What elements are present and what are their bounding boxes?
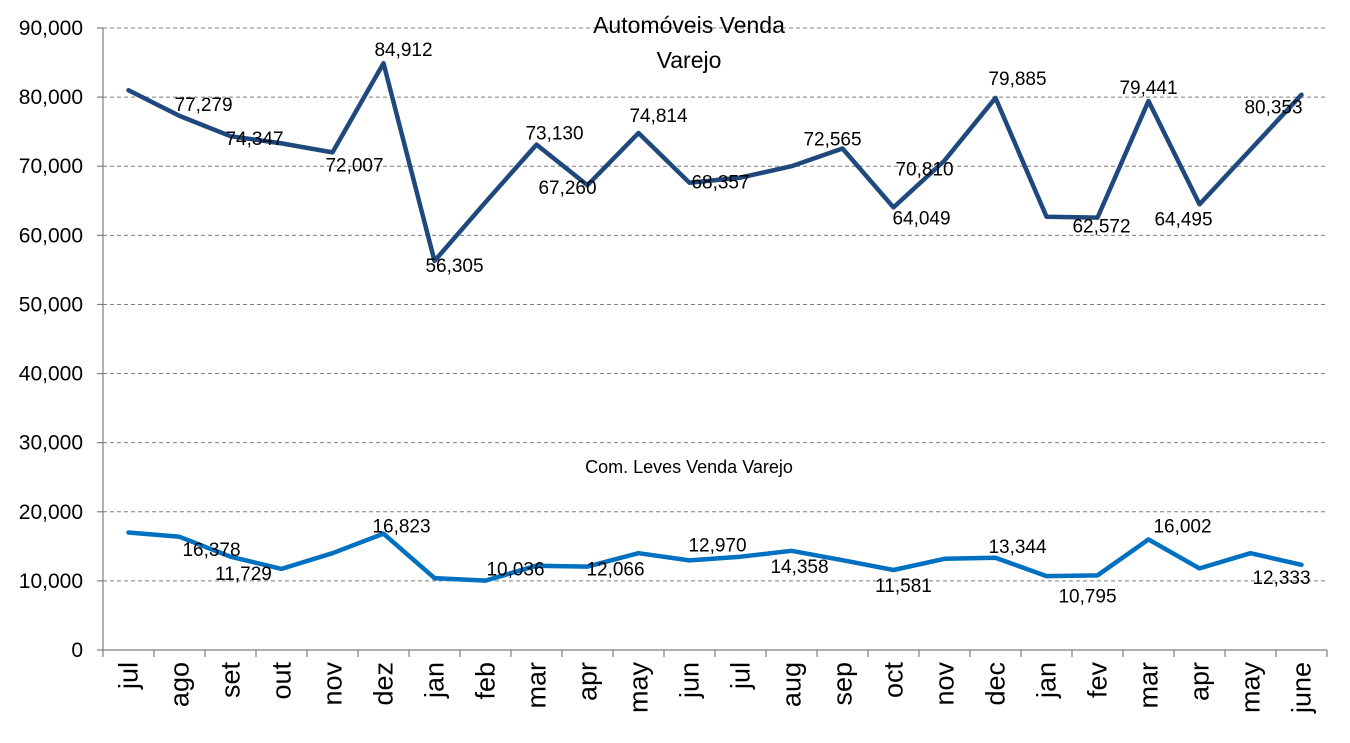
x-tick-label: nov <box>318 662 348 706</box>
data-label: 64,495 <box>1154 209 1212 230</box>
data-label: 10,036 <box>486 560 544 581</box>
series-lines <box>126 60 1304 583</box>
y-tick-label: 50,000 <box>19 293 83 316</box>
data-label: 68,357 <box>691 173 749 194</box>
data-label: 84,912 <box>374 40 432 61</box>
y-tick-label: 60,000 <box>19 224 83 247</box>
data-label: 67,260 <box>538 178 596 199</box>
y-tick-label: 10,000 <box>19 570 83 593</box>
y-tick-label: 80,000 <box>19 86 83 109</box>
data-label: 74,347 <box>225 129 283 150</box>
data-label: 56,305 <box>425 256 483 277</box>
data-label: 12,970 <box>688 535 746 556</box>
x-tick-label: jan <box>420 662 450 699</box>
x-tick-label: dez <box>369 662 399 706</box>
data-label: 12,066 <box>586 560 644 581</box>
x-tick-label: oct <box>879 662 909 699</box>
x-tick-label: may <box>1236 662 1266 714</box>
data-label: 72,565 <box>803 129 861 150</box>
data-label: 10,795 <box>1058 586 1116 607</box>
x-tick-label: apr <box>573 662 603 701</box>
data-label: 62,572 <box>1072 217 1130 238</box>
data-label: 77,279 <box>174 95 232 116</box>
y-tick-label: 70,000 <box>19 155 83 178</box>
x-tick-label: jul <box>726 662 756 690</box>
x-tick-label: mar <box>1134 662 1164 709</box>
series-title-automoveis-line1: Automóveis Venda <box>593 12 785 38</box>
series-line-com-leves <box>126 530 1304 583</box>
x-tick-label: june <box>1287 662 1317 714</box>
data-label: 13,344 <box>988 537 1047 558</box>
x-tick-label: feb <box>471 662 501 700</box>
x-tick-label: dec <box>981 662 1011 706</box>
data-label: 73,130 <box>525 124 583 145</box>
axes: 0 10,000 20,000 30,000 40,000 50,000 60,000 70,… <box>19 17 1328 714</box>
data-label: 72,007 <box>325 155 383 176</box>
data-label: 16,002 <box>1153 516 1211 537</box>
data-label: 12,333 <box>1252 568 1310 589</box>
data-label: 74,814 <box>629 106 688 127</box>
data-label: 14,358 <box>770 557 828 578</box>
y-tick-label: 30,000 <box>19 432 83 455</box>
x-tick-label: out <box>267 662 297 700</box>
x-tick-label: apr <box>1185 662 1215 701</box>
y-tick-label: 90,000 <box>19 17 83 40</box>
data-label: 11,729 <box>215 564 272 585</box>
series-title-automoveis-line2: Varejo <box>657 47 722 73</box>
y-tick-label: 20,000 <box>19 501 83 524</box>
gridlines <box>103 27 1327 582</box>
data-label: 16,823 <box>372 517 430 538</box>
data-labels: 77,279 74,347 72,007 84,912 56,305 73,130 67,2… <box>174 40 1310 607</box>
data-label: 11,581 <box>875 576 932 597</box>
x-tick-label: fev <box>1083 662 1113 699</box>
x-tick-label: mar <box>522 662 552 709</box>
x-tick-label: ago <box>165 662 195 707</box>
data-label: 79,885 <box>988 69 1046 90</box>
x-tick-label: may <box>624 662 654 714</box>
y-tick-label: 40,000 <box>19 363 83 386</box>
x-tick-label: set <box>216 662 246 699</box>
data-label: 79,441 <box>1119 78 1177 99</box>
series-line-automoveis <box>126 60 1304 264</box>
x-tick-label: jul <box>114 662 144 690</box>
x-tick-label: nov <box>930 662 960 706</box>
x-tick-label: aug <box>777 662 807 707</box>
x-tick-label: jan <box>1032 662 1062 699</box>
x-tick-label: jun <box>675 662 705 699</box>
data-label: 80,353 <box>1244 98 1302 119</box>
y-tick-label: 0 <box>71 639 83 662</box>
data-label: 16,378 <box>182 540 240 561</box>
data-label: 70,810 <box>895 160 953 181</box>
data-label: 64,049 <box>892 208 950 229</box>
series-title-com-leves: Com. Leves Venda Varejo <box>585 457 793 477</box>
x-tick-label: sep <box>828 662 858 706</box>
